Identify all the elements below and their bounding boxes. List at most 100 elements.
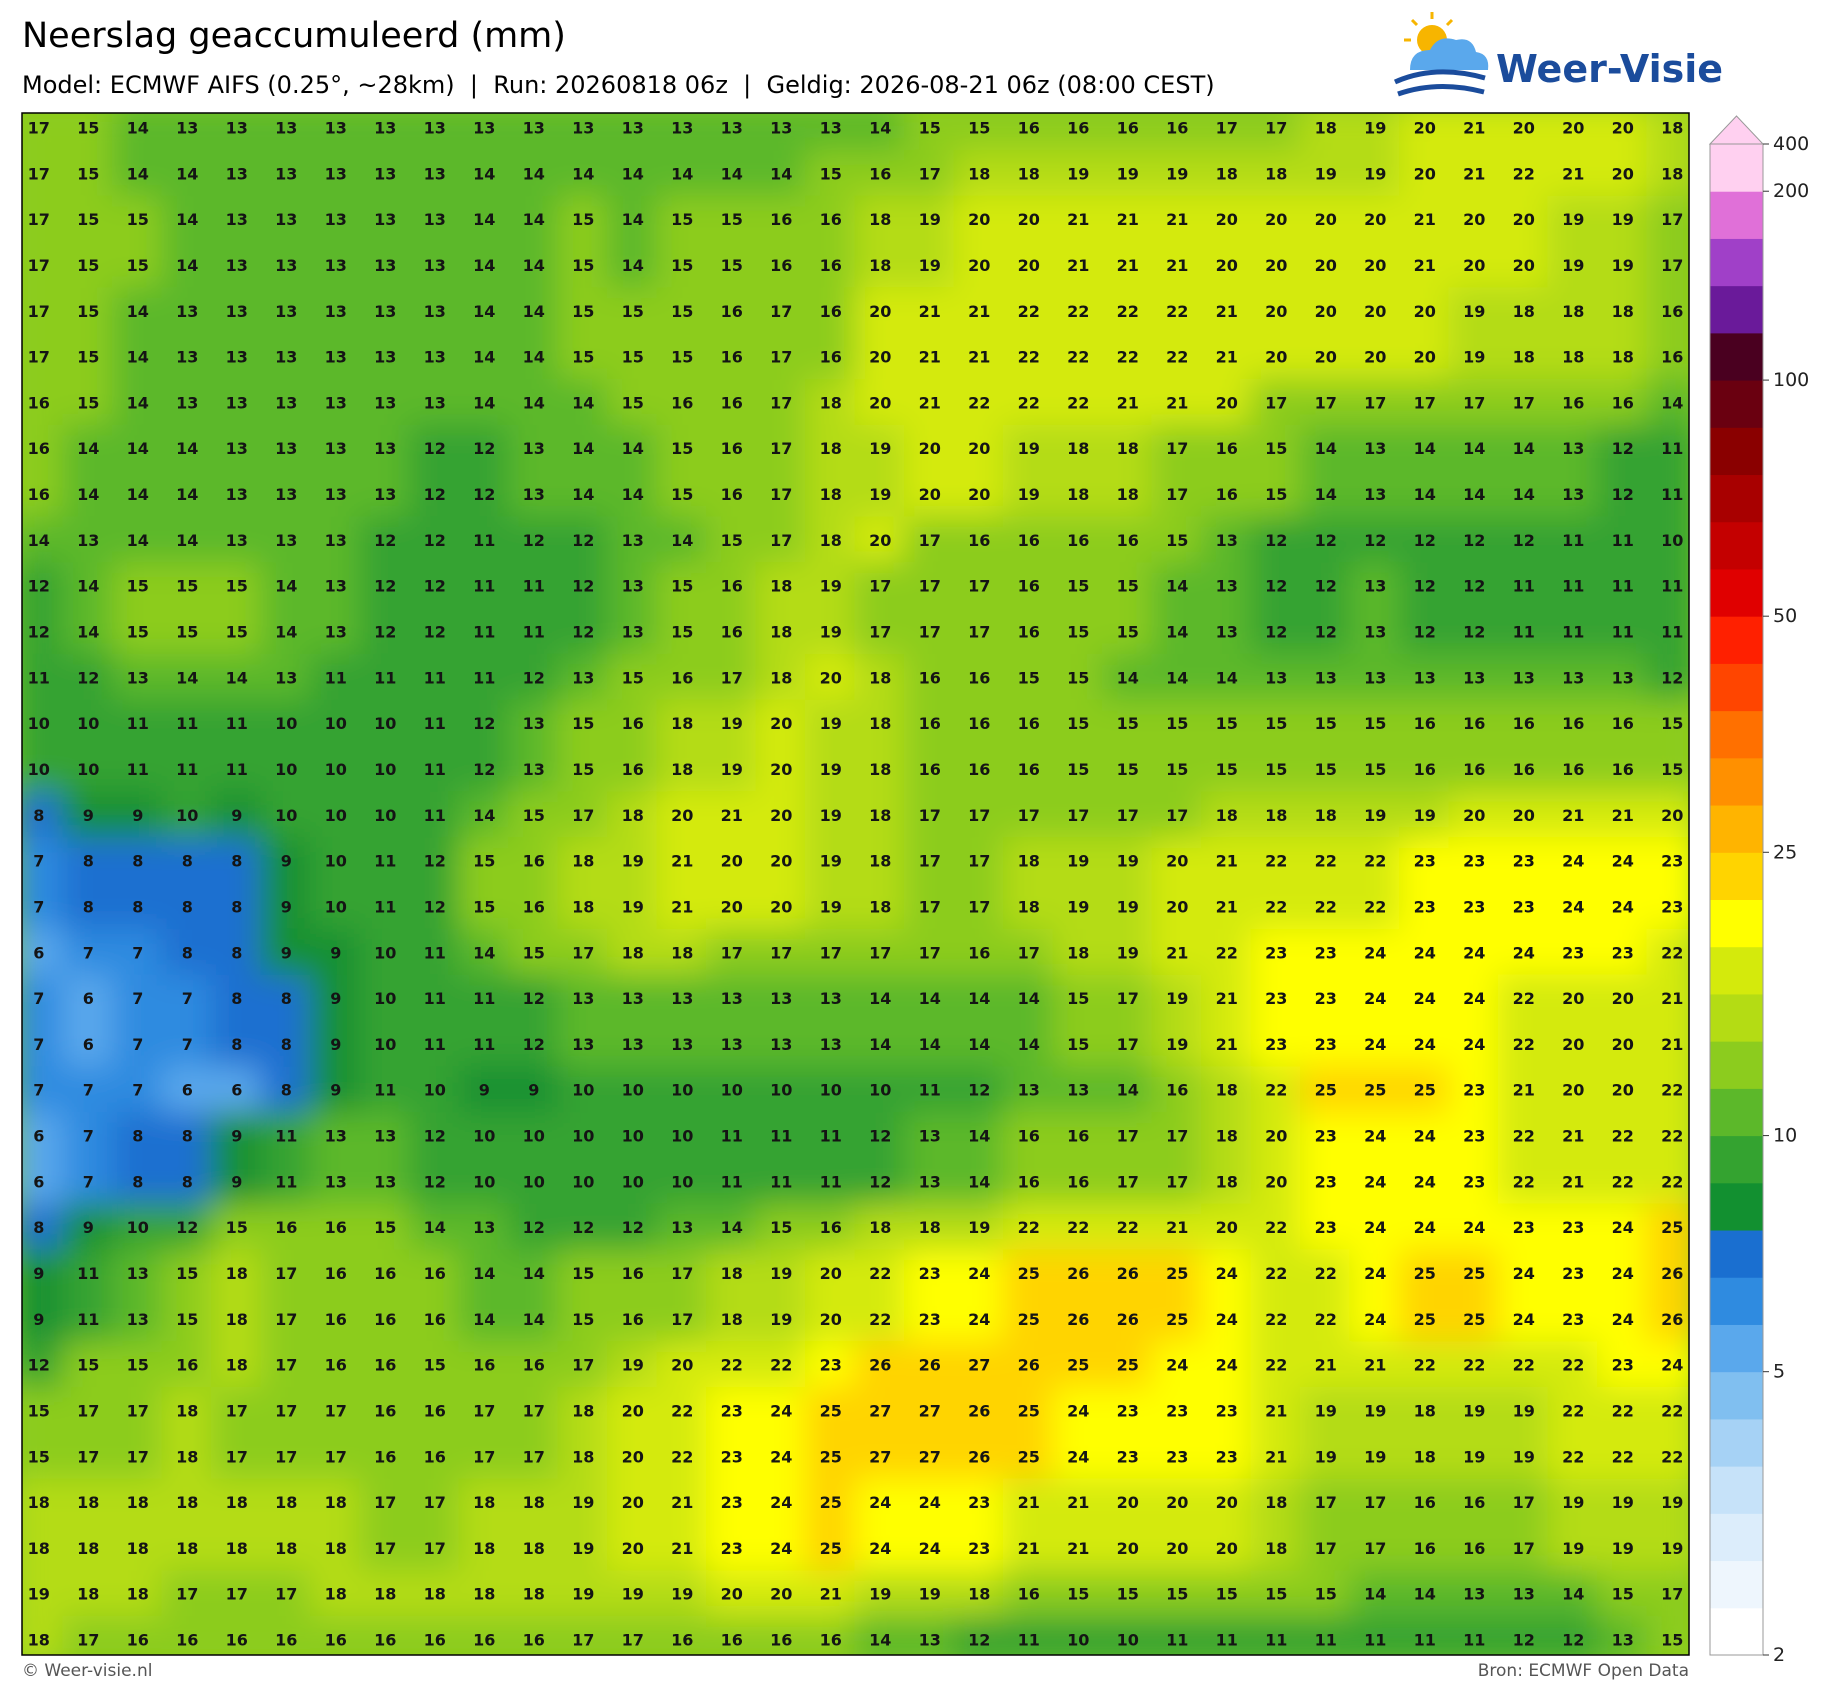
fill-cell: [458, 928, 511, 977]
fill-cell: [706, 1203, 758, 1252]
value-label: 12: [572, 577, 594, 596]
value-label: 18: [1315, 806, 1337, 825]
colorbar-segment: [1710, 238, 1763, 287]
fill-cell: [161, 1616, 214, 1655]
fill-cell: [409, 699, 461, 748]
fill-cell: [161, 1524, 214, 1573]
fill-cell: [755, 928, 808, 977]
fill-cell: [112, 653, 164, 702]
value-label: 7: [33, 989, 44, 1008]
fill-cell: [508, 1387, 560, 1435]
fill-cell: [409, 333, 461, 382]
fill-cell: [1349, 379, 1402, 427]
value-label: 13: [77, 531, 99, 550]
fill-cell: [22, 974, 65, 1023]
value-label: 24: [770, 1539, 792, 1558]
fill-cell: [260, 1112, 313, 1160]
colorbar-segment: [1710, 521, 1763, 570]
value-label: 6: [83, 989, 94, 1008]
fill-cell: [1646, 1432, 1689, 1481]
value-label: 21: [968, 348, 990, 367]
value-label: 11: [374, 897, 396, 916]
fill-cell: [557, 1066, 610, 1115]
value-label: 20: [1414, 348, 1436, 367]
value-label: 19: [1364, 806, 1386, 825]
fill-cell: [1102, 1020, 1154, 1069]
value-label: 7: [132, 989, 143, 1008]
fill-cell: [22, 1478, 65, 1527]
value-label: 15: [572, 348, 594, 367]
value-label: 24: [1364, 1310, 1386, 1329]
fill-cell: [409, 1570, 461, 1619]
fill-cell: [953, 113, 1006, 152]
value-label: 14: [77, 577, 99, 596]
fill-cell: [161, 1387, 214, 1435]
value-label: 17: [770, 302, 792, 321]
value-label: 17: [572, 1631, 594, 1650]
value-label: 15: [1265, 1585, 1287, 1604]
fill-cell: [161, 562, 214, 611]
value-label: 17: [1364, 393, 1386, 412]
value-label: 25: [1414, 1264, 1436, 1283]
value-label: 17: [374, 1493, 396, 1512]
value-label: 17: [473, 1447, 495, 1466]
fill-cell: [755, 791, 808, 840]
value-label: 16: [523, 1631, 545, 1650]
fill-cell: [706, 1066, 758, 1115]
fill-cell: [607, 1249, 659, 1298]
value-label: 14: [1364, 1585, 1386, 1604]
value-label: 13: [622, 119, 644, 138]
value-label: 22: [869, 1310, 891, 1329]
value-label: 13: [622, 531, 644, 550]
fill-cell: [458, 470, 511, 519]
fill-cell: [112, 1249, 164, 1298]
value-label: 20: [1265, 256, 1287, 275]
value-label: 12: [1265, 623, 1287, 642]
fill-cell: [854, 837, 907, 886]
fill-cell: [607, 837, 659, 886]
fill-cell: [607, 974, 659, 1023]
fill-cell: [359, 1112, 412, 1160]
fill-cell: [112, 837, 164, 886]
value-label: 11: [226, 760, 248, 779]
fill-cell: [310, 1295, 362, 1344]
value-label: 21: [1562, 1172, 1584, 1191]
value-label: 15: [671, 302, 693, 321]
value-label: 20: [1117, 1539, 1139, 1558]
fill-cell: [1052, 287, 1105, 336]
fill-cell: [656, 195, 709, 244]
value-label: 24: [1216, 1264, 1238, 1283]
fill-cell: [1052, 974, 1105, 1023]
value-label: 10: [473, 1172, 495, 1191]
fill-cell: [854, 1112, 907, 1160]
value-label: 22: [1067, 302, 1089, 321]
value-label: 24: [869, 1539, 891, 1558]
fill-cell: [1003, 1112, 1055, 1160]
value-label: 7: [33, 852, 44, 871]
value-label: 9: [281, 897, 292, 916]
fill-cell: [1498, 608, 1550, 656]
value-label: 11: [1364, 1631, 1386, 1650]
value-label: 15: [1117, 760, 1139, 779]
fill-cell: [211, 791, 263, 840]
fill-cell: [1646, 241, 1689, 290]
value-label: 17: [1166, 806, 1188, 825]
fill-cell: [1448, 149, 1501, 198]
value-label: 27: [919, 1447, 941, 1466]
fill-cell: [1547, 149, 1600, 198]
fill-cell: [1448, 928, 1501, 977]
fill-cell: [1349, 928, 1402, 977]
value-label: 17: [919, 164, 941, 183]
fill-cell: [359, 1432, 412, 1481]
fill-cell: [310, 470, 362, 519]
value-label: 12: [374, 577, 396, 596]
value-label: 11: [523, 623, 545, 642]
fill-cell: [1597, 1524, 1649, 1573]
value-label: 16: [622, 760, 644, 779]
fill-cell: [805, 1203, 857, 1252]
value-label: 19: [622, 1585, 644, 1604]
value-label: 17: [770, 943, 792, 962]
value-label: 17: [1166, 485, 1188, 504]
value-label: 13: [1018, 1081, 1040, 1100]
fill-cell: [1300, 379, 1352, 427]
